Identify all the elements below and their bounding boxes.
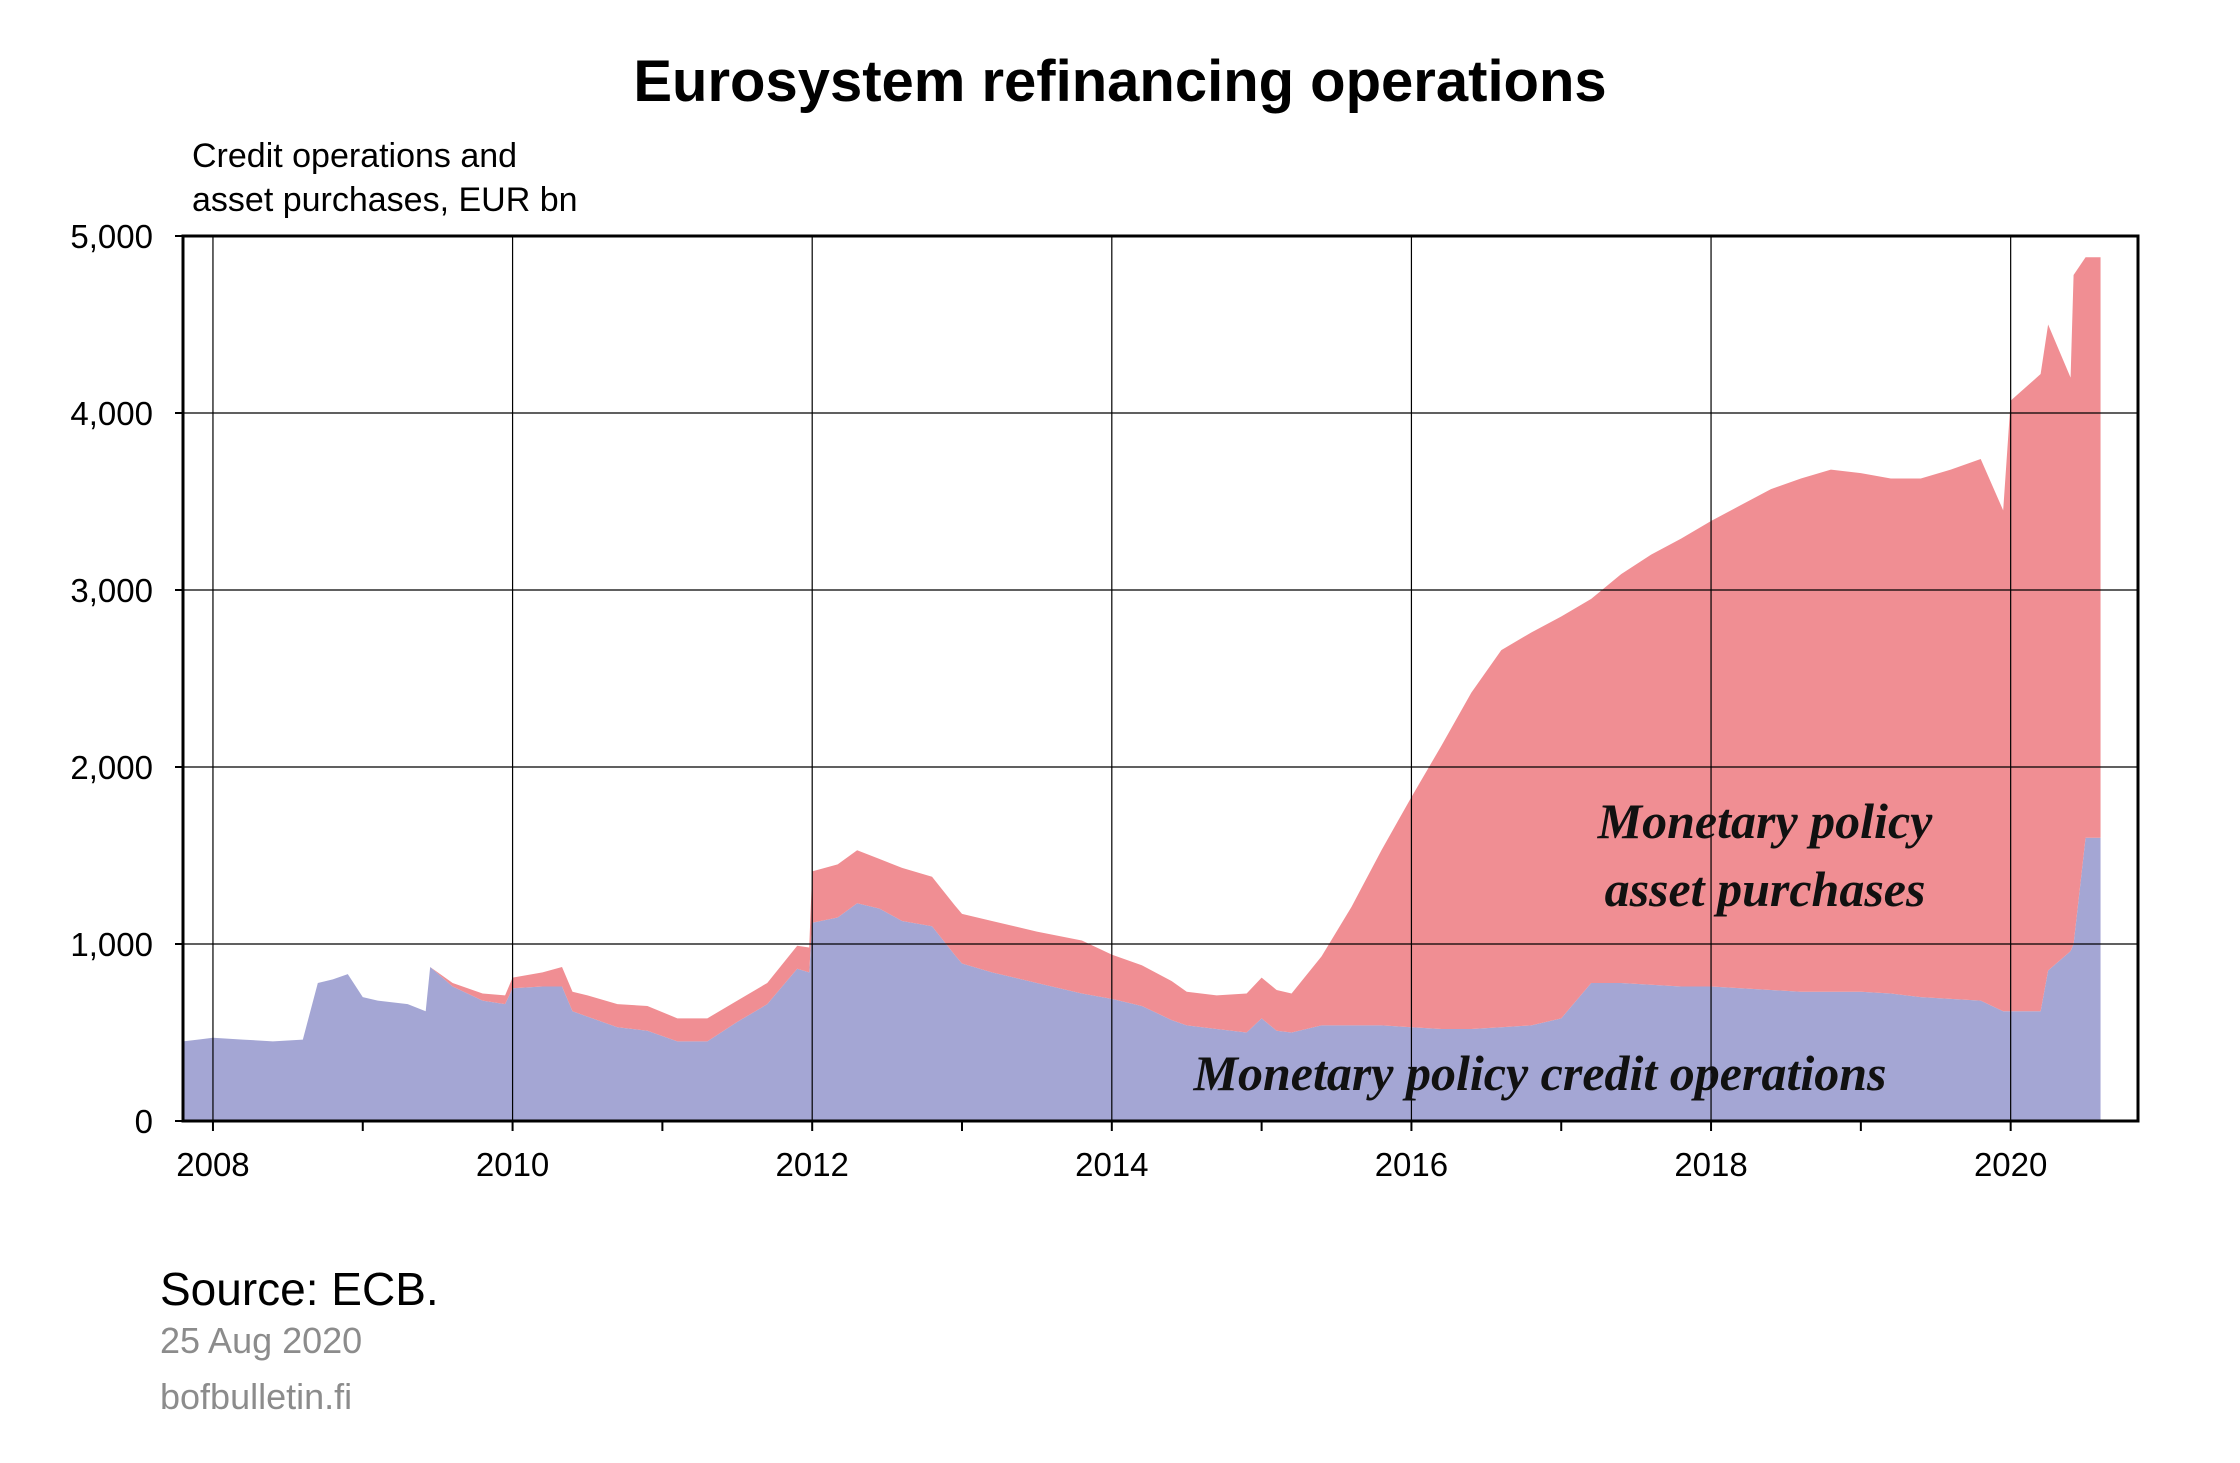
- y-tick-label: 3,000: [70, 572, 153, 609]
- x-tick-label: 2014: [1075, 1146, 1148, 1183]
- gridlines: [183, 236, 2138, 1121]
- annotations: Monetary policy asset purchases Monetary…: [1193, 793, 1934, 1101]
- y-tick-label: 1,000: [70, 926, 153, 963]
- x-tick-label: 2018: [1674, 1146, 1747, 1183]
- y-tick-labels: 0 1,000 2,000 3,000 4,000 5,000: [70, 218, 153, 1140]
- x-tick-label: 2012: [775, 1146, 848, 1183]
- annotation-asset-purchases-line-2: asset purchases: [1605, 861, 1926, 917]
- annotation-asset-purchases-line-1: Monetary policy: [1597, 793, 1933, 849]
- y-tick-label: 5,000: [70, 218, 153, 255]
- x-tick-label: 2016: [1375, 1146, 1448, 1183]
- series-areas: [183, 257, 2101, 1121]
- plot-frame: [181, 234, 2140, 1123]
- x-tick-label: 2020: [1974, 1146, 2047, 1183]
- y-tick-label: 0: [135, 1103, 153, 1140]
- series-area-monetary-policy-credit-operations: [183, 837, 2101, 1121]
- x-tick-label: 2010: [476, 1146, 549, 1183]
- x-tick-label: 2008: [176, 1146, 249, 1183]
- y-axis-unit-line-1: Credit operations and: [192, 137, 518, 175]
- y-tick-label: 4,000: [70, 395, 153, 432]
- x-tick-labels: 2008 2010 2012 2014 2016 2018 2020: [176, 1146, 2047, 1183]
- series-area-monetary-policy-asset-purchases: [183, 257, 2101, 1042]
- site-credit: bofbulletin.fi: [160, 1376, 353, 1417]
- source-note: Source: ECB.: [160, 1263, 439, 1315]
- axis-ticks: [175, 235, 2012, 1131]
- annotation-credit-operations: Monetary policy credit operations: [1193, 1045, 1887, 1101]
- y-axis-unit-line-2: asset purchases, EUR bn: [192, 181, 578, 219]
- y-axis-unit-label: Credit operations and asset purchases, E…: [192, 134, 578, 222]
- chart-title: Eurosystem refinancing operations: [633, 49, 1607, 114]
- y-tick-label: 2,000: [70, 749, 153, 786]
- publication-date: 25 Aug 2020: [160, 1320, 363, 1361]
